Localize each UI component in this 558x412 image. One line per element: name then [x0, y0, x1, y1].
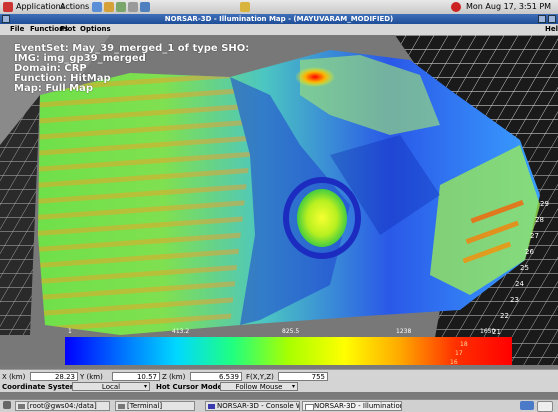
- axis-tick: 27: [530, 232, 539, 240]
- chevron-down-icon: ▾: [143, 383, 147, 390]
- axis-tick: 23: [510, 296, 519, 304]
- x-label: X (km): [2, 373, 26, 381]
- coordinate-system-label: Coordinate System: [2, 383, 78, 391]
- taskbar-item-label: [Terminal]: [127, 402, 163, 410]
- coordinate-panel: X (km) 28.23 Y (km) 10.57 Z (km) 6.539 F…: [0, 369, 558, 392]
- applications-menu[interactable]: Applications: [16, 2, 65, 11]
- editor-launcher-icon[interactable]: [140, 2, 150, 12]
- x-value-field[interactable]: 28.23: [30, 372, 78, 381]
- eventset-label: EventSet: May_39_merged_1 of type SHO:: [14, 43, 250, 54]
- workspace-2-icon[interactable]: [537, 401, 553, 412]
- taskbar-item-root-shell[interactable]: [root@gws04:/data]: [15, 401, 110, 411]
- axis-tick: 29: [540, 200, 549, 208]
- system-top-bar: Applications Actions Mon Aug 17, 3:51 PM: [0, 0, 558, 15]
- domain-label: Domain: CRP: [14, 63, 87, 74]
- taskbar-item-label: NORSAR-3D - Console Window: [217, 402, 299, 410]
- app-icon: [305, 404, 314, 410]
- axis-tick: 24: [515, 280, 524, 288]
- y-value-field[interactable]: 10.57: [112, 372, 160, 381]
- axis-tick: 22: [500, 312, 509, 320]
- illumination-map-3d-scene[interactable]: 29 28 27 26 25 24 23 22 21 20 19: [0, 35, 558, 365]
- z-label: Z (km): [162, 373, 186, 381]
- hot-cursor-mode-label: Hot Cursor Mode: [156, 383, 223, 391]
- colorbar-inner-label: 18: [460, 341, 468, 348]
- axis-tick: 21: [492, 328, 501, 336]
- y-label: Y (km): [80, 373, 103, 381]
- colorbar-label-min: 1: [68, 328, 72, 335]
- colorbar-inner-label: 17: [455, 350, 463, 357]
- menu-plot[interactable]: Plot: [60, 25, 76, 33]
- f-value-field[interactable]: 755: [278, 372, 328, 381]
- taskbar-item-console[interactable]: NORSAR-3D - Console Window: [205, 401, 300, 411]
- axis-tick: 25: [520, 264, 529, 272]
- window-title: NORSAR-3D - Illumination Map - (MAYUVARA…: [164, 15, 394, 23]
- window-menu-button[interactable]: [2, 15, 10, 23]
- img-label: IMG: img_gp39_merged: [14, 53, 146, 64]
- window-title-bar: NORSAR-3D - Illumination Map - (MAYUVARA…: [0, 14, 558, 24]
- close-button[interactable]: [548, 15, 556, 23]
- z-value-field[interactable]: 6.539: [190, 372, 242, 381]
- taskbar: [root@gws04:/data] [Terminal] NORSAR-3D …: [0, 399, 558, 412]
- axis-tick: 28: [535, 216, 544, 224]
- menu-help[interactable]: Hel: [545, 25, 558, 33]
- chevron-down-icon: ▾: [291, 383, 295, 390]
- coordinate-system-value: Local: [101, 383, 121, 391]
- app-icon: [208, 404, 215, 409]
- taskbar-item-label: NORSAR-3D - Illumination Map: [314, 402, 402, 410]
- menu-file[interactable]: File: [10, 25, 25, 33]
- menu-options[interactable]: Options: [80, 25, 111, 33]
- illumination-map-viewport[interactable]: 29 28 27 26 25 24 23 22 21 20 19 EventSe…: [0, 35, 558, 365]
- colorbar-inner-label: 16: [450, 359, 458, 365]
- minimize-button[interactable]: [538, 15, 546, 23]
- workspace-1-icon[interactable]: [520, 401, 534, 410]
- colorbar-label: 413.2: [172, 328, 190, 335]
- color-scale-bar: [65, 337, 512, 365]
- actions-menu[interactable]: Actions: [60, 2, 90, 11]
- notification-icon[interactable]: [240, 2, 250, 12]
- redhat-icon[interactable]: [3, 2, 13, 12]
- colorbar-label-max: 1650: [480, 328, 496, 335]
- hot-cursor-mode-value: Follow Mouse: [235, 383, 283, 391]
- terminal-icon: [18, 404, 25, 409]
- coordinate-system-select[interactable]: Local ▾: [72, 382, 150, 391]
- map-label: Map: Full Map: [14, 83, 93, 94]
- update-alert-icon[interactable]: [451, 2, 461, 12]
- taskbar-item-terminal[interactable]: [Terminal]: [115, 401, 195, 411]
- colorbar-label: 825.5: [282, 328, 300, 335]
- menu-functions[interactable]: Functions: [30, 25, 69, 33]
- browser-launcher-icon[interactable]: [92, 2, 102, 12]
- taskbar-item-label: [root@gws04:/data]: [27, 402, 97, 410]
- terminal-icon: [118, 404, 125, 409]
- axis-tick: 26: [525, 248, 534, 256]
- clock[interactable]: Mon Aug 17, 3:51 PM: [466, 2, 552, 11]
- mail-launcher-icon[interactable]: [104, 2, 114, 12]
- terminal-launcher-icon[interactable]: [128, 2, 138, 12]
- office-launcher-icon[interactable]: [116, 2, 126, 12]
- hot-cursor-mode-select[interactable]: Follow Mouse ▾: [220, 382, 298, 391]
- taskbar-item-illumination-map[interactable]: NORSAR-3D - Illumination Map: [302, 401, 402, 411]
- f-label: F(X,Y,Z): [246, 373, 274, 381]
- colorbar-label: 1238: [396, 328, 412, 335]
- function-label: Function: HitMap: [14, 73, 111, 84]
- show-desktop-icon[interactable]: [3, 401, 11, 409]
